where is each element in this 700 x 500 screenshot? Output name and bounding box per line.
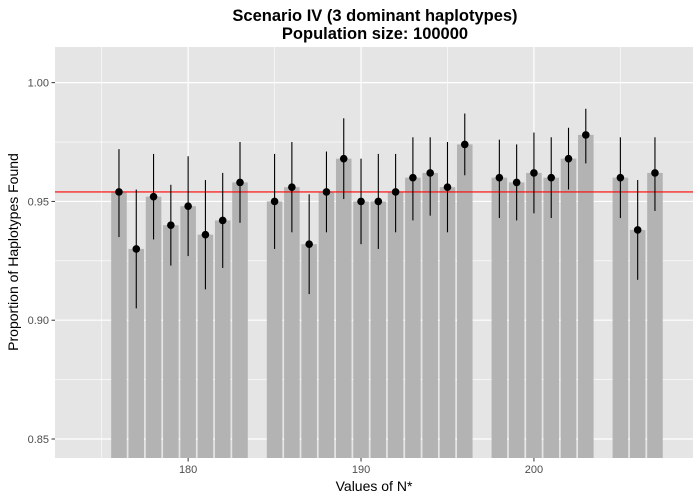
- bars: [111, 134, 663, 459]
- chart-title: Scenario IV (3 dominant haplotypes): [232, 7, 517, 25]
- data-point: [305, 240, 313, 248]
- data-point: [236, 178, 244, 187]
- bar: [612, 177, 629, 458]
- y-axis-title: Proportion of Haplotypes Found: [5, 153, 21, 351]
- data-point: [547, 173, 556, 182]
- x-tick-label: 200: [525, 464, 543, 476]
- data-point: [633, 226, 642, 234]
- data-point: [270, 197, 279, 206]
- x-axis: 180 190 200: [179, 458, 543, 476]
- bar: [422, 172, 438, 458]
- bar: [145, 196, 162, 458]
- data-point: [564, 154, 573, 163]
- bar: [647, 172, 663, 458]
- bar: [318, 191, 335, 459]
- data-point: [132, 245, 141, 253]
- data-point: [443, 183, 452, 191]
- bar: [370, 201, 387, 458]
- y-axis: 0.85 0.90 0.95 1.00: [28, 78, 55, 446]
- bar: [232, 182, 248, 458]
- bar: [163, 225, 179, 458]
- x-tick-label: 180: [179, 464, 197, 476]
- y-tick-label: 0.85: [28, 434, 49, 446]
- bar: [197, 234, 214, 458]
- data-point: [391, 188, 400, 196]
- bar: [111, 191, 127, 459]
- data-point: [339, 154, 348, 163]
- data-point: [651, 169, 659, 177]
- bar: [456, 144, 473, 459]
- bar: [214, 220, 231, 458]
- bar: [128, 248, 145, 458]
- bar: [491, 177, 508, 458]
- bar: [578, 134, 594, 458]
- bar: [335, 158, 352, 458]
- y-tick-label: 0.90: [28, 315, 49, 327]
- bar: [284, 187, 300, 458]
- points: [115, 131, 659, 253]
- bar: [526, 172, 542, 458]
- bar: [560, 158, 577, 458]
- data-point: [149, 192, 158, 201]
- bar: [508, 182, 525, 458]
- data-point: [616, 173, 625, 182]
- data-point: [512, 178, 521, 187]
- data-point: [582, 131, 590, 139]
- data-point: [530, 169, 538, 177]
- bar: [266, 201, 283, 458]
- bar: [180, 206, 196, 458]
- data-point: [184, 202, 192, 210]
- bar: [543, 177, 560, 458]
- y-tick-label: 1.00: [28, 78, 49, 90]
- bar: [353, 201, 369, 458]
- x-axis-title: Values of N*: [336, 478, 413, 494]
- data-point: [357, 197, 365, 206]
- y-tick-label: 0.95: [28, 196, 49, 208]
- data-point: [495, 173, 504, 182]
- data-point: [167, 221, 175, 229]
- chart-subtitle: Population size: 100000: [282, 25, 468, 43]
- data-point: [201, 230, 210, 239]
- bar: [629, 229, 646, 458]
- bar: [405, 177, 421, 458]
- bar: [439, 187, 456, 458]
- bar: [387, 191, 404, 459]
- data-point: [218, 216, 227, 225]
- data-point: [460, 140, 469, 149]
- data-point: [426, 169, 434, 177]
- data-point: [374, 197, 383, 206]
- data-point: [409, 173, 417, 182]
- data-point: [115, 188, 123, 196]
- data-point: [322, 188, 331, 196]
- bar: [301, 244, 317, 458]
- data-point: [288, 183, 296, 191]
- x-tick-label: 190: [352, 464, 370, 476]
